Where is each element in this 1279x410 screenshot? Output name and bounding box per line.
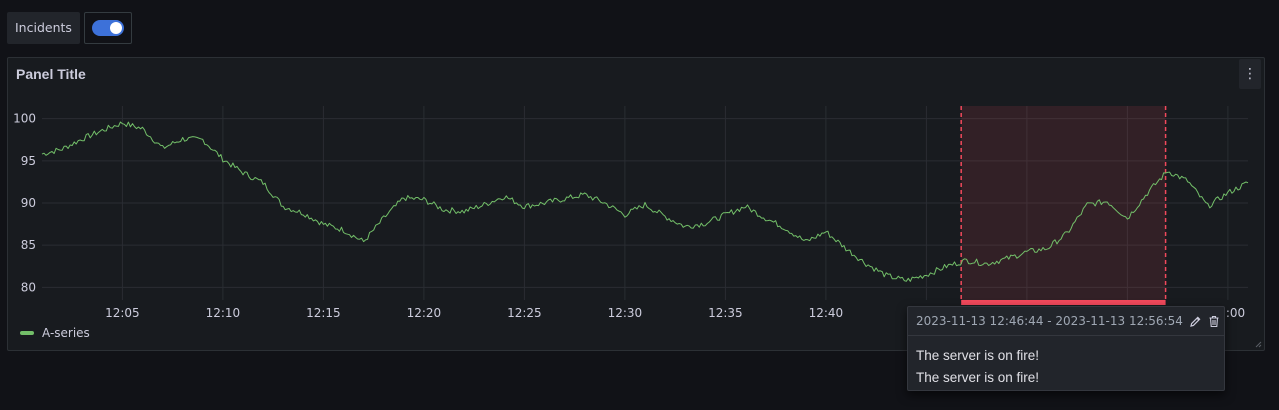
x-tick-label: 12:05 [105,306,140,320]
toggle-track[interactable] [91,20,124,36]
x-tick-label: 12:35 [708,306,743,320]
legend-label-a-series[interactable]: A-series [42,326,90,340]
x-tick-label: 12:40 [809,306,844,320]
annotation-time-range: 2023-11-13 12:46:44 - 2023-11-13 12:56:5… [916,314,1183,328]
x-tick-label: 12:20 [407,306,442,320]
incidents-toggle[interactable] [83,12,132,44]
y-tick-label: 85 [21,238,36,252]
edit-pencil-icon[interactable] [1189,313,1202,329]
resize-handle-icon[interactable] [1254,340,1262,348]
chart: 100 95 90 85 80 12:05 12:10 12:15 12:20 12:25 12:3… [13,106,1249,320]
annotation-tooltip-header: 2023-11-13 12:46:44 - 2023-11-13 12:56:5… [908,307,1224,336]
panel-menu-button[interactable]: ⋮ [1239,59,1261,89]
dashboard-controls: Incidents [7,12,132,44]
legend: A-series [20,326,90,340]
y-tick-label: 95 [21,154,36,168]
kebab-menu-icon: ⋮ [1243,66,1257,82]
y-tick-label: 100 [13,112,36,126]
annotation-region[interactable] [961,106,1166,300]
series-line-a-series [41,121,1249,282]
x-tick-label: 12:15 [306,306,341,320]
timeseries-panel: Panel Title ⋮ 100 95 90 85 80 12:05 12:10 12:15… [7,57,1265,351]
x-tick-label: 12:30 [608,306,643,320]
x-tick-label: 12:25 [507,306,542,320]
incidents-label: Incidents [7,12,80,44]
annotation-line: The server is on fire! [916,348,1040,363]
x-tick-label: 12:10 [206,306,241,320]
panel-title: Panel Title [16,66,86,82]
annotation-marker[interactable] [961,300,1166,305]
annotation-line: The server is on fire! [916,370,1040,385]
y-tick-label: 80 [21,280,36,294]
y-tick-label: 90 [21,196,36,210]
annotation-tooltip: 2023-11-13 12:46:44 - 2023-11-13 12:56:5… [907,306,1225,391]
annotation-text: The server is on fire! The server is on … [908,336,1224,389]
legend-swatch [20,331,34,335]
toggle-knob [109,22,122,34]
trash-icon[interactable] [1208,313,1220,329]
